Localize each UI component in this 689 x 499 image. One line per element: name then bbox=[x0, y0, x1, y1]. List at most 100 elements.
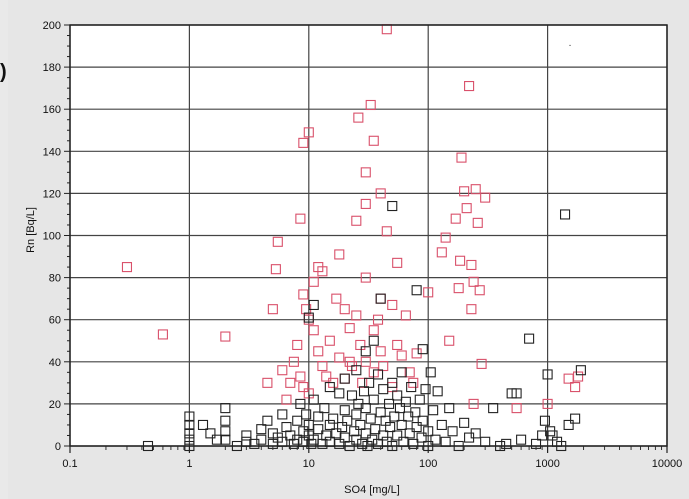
data-point bbox=[392, 257, 403, 268]
data-point bbox=[466, 259, 477, 271]
data-point bbox=[351, 409, 362, 420]
data-point bbox=[288, 356, 299, 367]
data-point bbox=[425, 367, 436, 378]
data-point bbox=[360, 356, 371, 367]
data-point bbox=[436, 247, 447, 258]
data-point bbox=[220, 403, 231, 414]
y-tick-label: 0 bbox=[55, 441, 61, 453]
y-tick-label: 140 bbox=[43, 146, 61, 158]
stray-parenthesis: ) bbox=[0, 61, 7, 83]
data-point bbox=[450, 213, 461, 224]
data-point bbox=[368, 325, 379, 336]
data-point bbox=[370, 424, 381, 435]
data-point bbox=[313, 411, 324, 422]
data-point bbox=[394, 403, 406, 414]
data-point bbox=[331, 293, 342, 304]
data-point bbox=[334, 249, 345, 260]
data-point bbox=[563, 419, 574, 431]
data-point bbox=[570, 413, 581, 424]
series-2 bbox=[142, 200, 586, 452]
data-point bbox=[423, 426, 434, 437]
data-point bbox=[387, 299, 398, 311]
data-point bbox=[298, 289, 309, 300]
data-point bbox=[220, 415, 231, 426]
data-point bbox=[488, 403, 499, 414]
data-point bbox=[277, 365, 288, 376]
data-point bbox=[389, 411, 400, 422]
data-point bbox=[461, 203, 472, 214]
data-point bbox=[184, 428, 195, 439]
data-point bbox=[308, 276, 319, 287]
data-point bbox=[351, 215, 362, 226]
data-point bbox=[334, 352, 345, 363]
data-point bbox=[456, 152, 467, 163]
data-point bbox=[184, 411, 195, 422]
data-point bbox=[416, 432, 427, 443]
data-point bbox=[542, 369, 553, 380]
data-point bbox=[353, 112, 364, 123]
data-point bbox=[383, 398, 395, 409]
data-point bbox=[396, 367, 407, 378]
data-point bbox=[324, 382, 335, 393]
data-point bbox=[157, 329, 168, 340]
data-point bbox=[404, 367, 415, 378]
data-point bbox=[392, 430, 403, 441]
data-point bbox=[339, 304, 350, 315]
data-point bbox=[466, 304, 477, 315]
data-point bbox=[262, 377, 273, 388]
data-point bbox=[406, 382, 417, 393]
data-point bbox=[396, 419, 407, 431]
data-point bbox=[292, 434, 303, 445]
data-point bbox=[313, 424, 324, 435]
y-axis-label: Rn [Bq/L] bbox=[25, 207, 37, 253]
data-point bbox=[375, 346, 386, 357]
data-point bbox=[375, 188, 386, 199]
data-point bbox=[319, 403, 330, 414]
data-point bbox=[220, 331, 231, 342]
data-point bbox=[524, 333, 535, 344]
data-point bbox=[372, 369, 384, 380]
x-tick-label: 10000 bbox=[652, 458, 683, 470]
data-point bbox=[184, 419, 195, 431]
data-point bbox=[470, 184, 481, 195]
data-point bbox=[387, 200, 398, 212]
y-tick-label: 20 bbox=[49, 399, 61, 411]
x-tick-label: 1 bbox=[186, 458, 192, 470]
data-point bbox=[256, 434, 267, 445]
x-tick-label: 0.1 bbox=[62, 458, 77, 470]
data-point bbox=[559, 209, 571, 220]
data-point bbox=[411, 422, 422, 433]
data-point bbox=[344, 323, 355, 334]
data-point bbox=[440, 232, 451, 243]
data-point bbox=[453, 283, 464, 294]
data-point bbox=[292, 339, 303, 351]
data-point bbox=[308, 325, 319, 336]
data-point bbox=[411, 285, 422, 296]
data-point bbox=[324, 335, 335, 346]
x-tick-label: 10 bbox=[303, 458, 315, 470]
data-point bbox=[121, 262, 133, 273]
y-tick-label: 80 bbox=[49, 273, 61, 285]
data-point bbox=[516, 434, 527, 445]
data-point bbox=[295, 371, 306, 382]
data-point bbox=[272, 236, 283, 247]
data-point bbox=[303, 312, 314, 323]
data-point bbox=[372, 314, 384, 325]
data-point bbox=[464, 80, 475, 92]
data-point bbox=[387, 377, 398, 388]
data-point bbox=[298, 382, 309, 393]
data-point bbox=[360, 403, 371, 414]
data-point bbox=[400, 396, 411, 407]
data-point bbox=[351, 310, 362, 321]
data-point bbox=[396, 350, 407, 361]
data-point bbox=[423, 287, 434, 298]
data-point bbox=[511, 403, 522, 414]
data-point bbox=[539, 415, 550, 426]
data-point bbox=[368, 135, 379, 146]
data-point bbox=[334, 388, 345, 399]
data-point bbox=[339, 373, 350, 384]
data-point bbox=[357, 438, 368, 449]
data-point bbox=[220, 426, 231, 437]
data-point bbox=[392, 390, 403, 401]
